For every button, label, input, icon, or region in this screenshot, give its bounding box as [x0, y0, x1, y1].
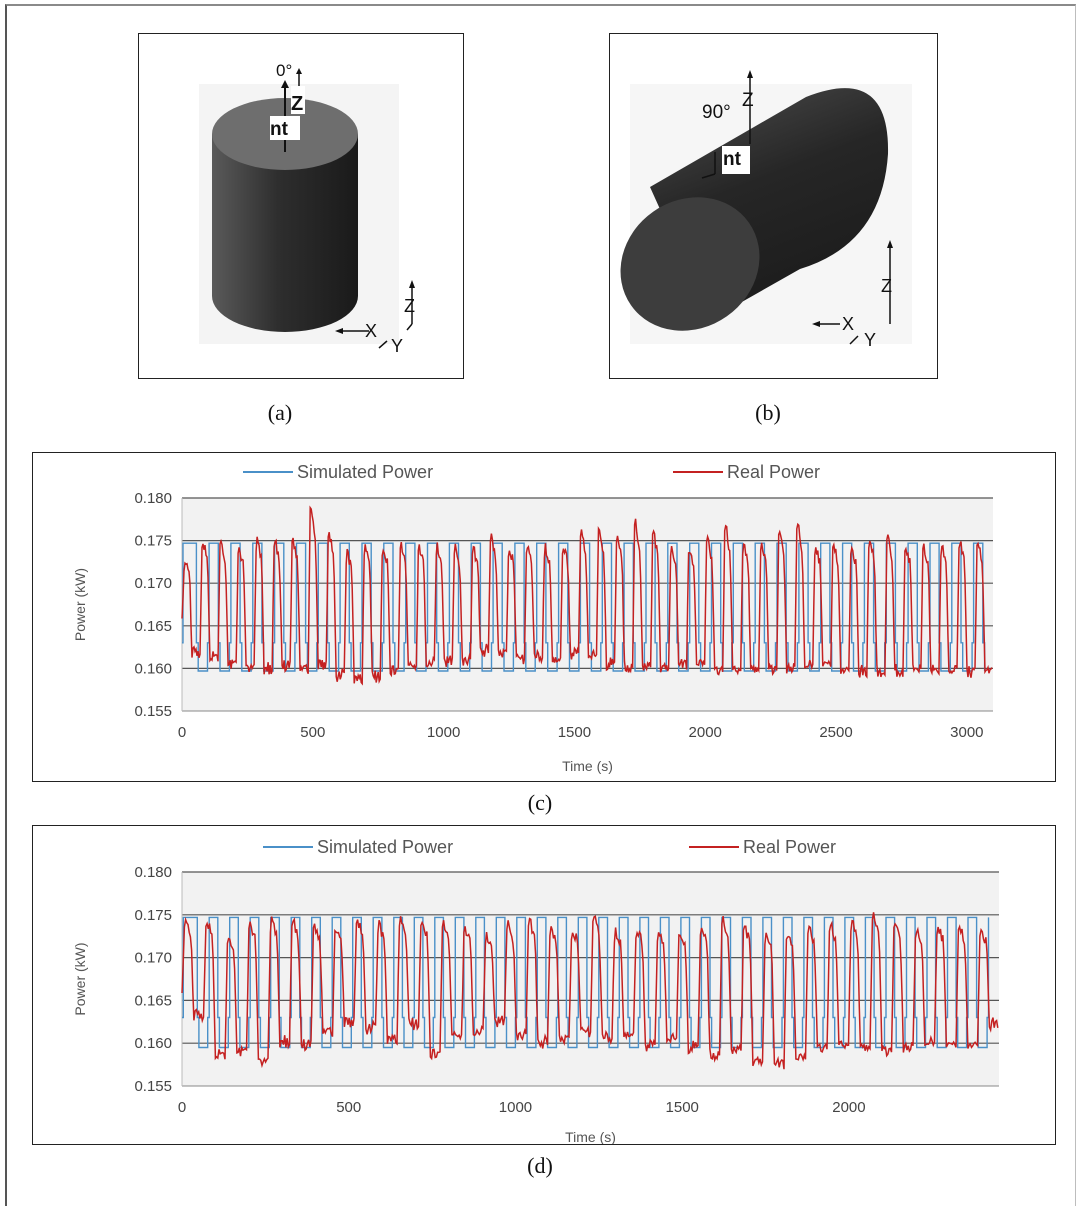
z-label: Z — [291, 93, 303, 115]
y-axis-label: Power (kW) — [72, 568, 88, 641]
y-tick-label: 0.160 — [134, 660, 172, 677]
nt-label: nt — [723, 149, 742, 170]
cylinder-end-face — [620, 197, 760, 331]
x-tick-label: 500 — [336, 1099, 361, 1116]
y-axis-label: Power (kW) — [72, 942, 88, 1015]
y-tick-label: 0.165 — [134, 618, 172, 635]
y-tick-label: 0.180 — [134, 490, 172, 507]
y-tick-label: 0.155 — [134, 1078, 172, 1095]
x-tick-label: 3000 — [950, 724, 983, 741]
axis-y-line — [378, 340, 388, 349]
x-tick-label: 1000 — [427, 724, 460, 741]
y-tick-label: 0.180 — [134, 864, 172, 881]
axis-x-label: X — [365, 321, 377, 341]
z-label: Z — [742, 90, 754, 111]
axis-corner — [406, 323, 413, 331]
x-axis-label: Time (s) — [562, 758, 613, 774]
y-tick-label: 0.160 — [134, 1035, 172, 1052]
legend-label-real: Real Power — [743, 837, 836, 857]
z-label-bg — [291, 86, 305, 114]
cylinder-body — [212, 134, 358, 332]
panel-b: 90° Z nt Z X Y — [609, 33, 938, 379]
x-tick-label: 500 — [300, 724, 325, 741]
x-tick-label: 0 — [178, 1099, 186, 1116]
panel-a: 0° Z nt Z X Y — [138, 33, 464, 379]
y-tick-label: 0.170 — [134, 575, 172, 592]
figure-frame — [5, 4, 1076, 1206]
axis-x-label: X — [842, 314, 854, 334]
nt-label-bg — [722, 146, 750, 174]
series-real-power — [181, 912, 999, 1070]
angle-label: 90° — [702, 102, 731, 123]
nt-label-bg — [270, 116, 300, 140]
x-axis-label: Time (s) — [565, 1129, 616, 1144]
caption-b: (b) — [755, 400, 781, 425]
x-tick-label: 2500 — [819, 724, 852, 741]
x-tick-label: 2000 — [689, 724, 722, 741]
z-small-arrowhead — [296, 68, 302, 74]
axis-y-label: Y — [391, 336, 403, 356]
x-tick-label: 1500 — [666, 1099, 699, 1116]
angle-label: 0° — [276, 61, 292, 80]
x-tick-label: 2000 — [832, 1099, 865, 1116]
axis-z-label: Z — [404, 296, 415, 316]
z-vector-arrowhead — [281, 80, 289, 88]
y-tick-label: 0.170 — [134, 950, 172, 967]
caption-a: (a) — [267, 400, 293, 425]
y-tick-label: 0.175 — [134, 907, 172, 924]
legend-label-simulated: Simulated Power — [317, 837, 453, 857]
series-real-power — [181, 505, 993, 686]
chart-d: 0.155 0.160 0.165 0.170 0.175 0.180 0 500 1000 15… — [72, 837, 999, 1145]
plot-area — [182, 872, 999, 1086]
chart-c-box: 0.155 0.160 0.165 0.170 0.175 0.180 0 500 1000 15… — [32, 452, 1056, 782]
axis-y-label: Y — [864, 330, 876, 350]
chart-c: 0.155 0.160 0.165 0.170 0.175 0.180 0 500 1000 15… — [72, 462, 993, 774]
x-tick-label: 1500 — [558, 724, 591, 741]
axis-x-arrowhead — [812, 321, 820, 327]
nt-label: nt — [270, 119, 289, 140]
y-tick-label: 0.155 — [134, 703, 172, 720]
chart-d-box: 0.155 0.160 0.165 0.170 0.175 0.180 0 500 1000 15… — [32, 825, 1056, 1145]
y-tick-label: 0.165 — [134, 992, 172, 1009]
caption-c: (c) — [527, 790, 553, 815]
x-tick-label: 0 — [178, 724, 186, 741]
cylinder-vertical-illustration: 0° Z nt Z X Y — [199, 61, 415, 356]
axis-y-line — [849, 335, 859, 345]
z-vector-arrowhead — [747, 70, 753, 78]
axis-z-arrowhead — [409, 280, 415, 288]
y-tick-label: 0.175 — [134, 533, 172, 550]
legend-label-real: Real Power — [727, 462, 820, 482]
cylinder-horizontal-illustration: 90° Z nt Z X Y — [620, 70, 912, 350]
axis-z-label: Z — [881, 276, 892, 296]
nt-vector-tail — [701, 173, 716, 179]
axis-x-arrowhead — [335, 328, 343, 334]
caption-d: (d) — [527, 1153, 553, 1178]
x-tick-label: 1000 — [499, 1099, 532, 1116]
legend-label-simulated: Simulated Power — [297, 462, 433, 482]
axis-z-arrowhead — [887, 240, 893, 248]
